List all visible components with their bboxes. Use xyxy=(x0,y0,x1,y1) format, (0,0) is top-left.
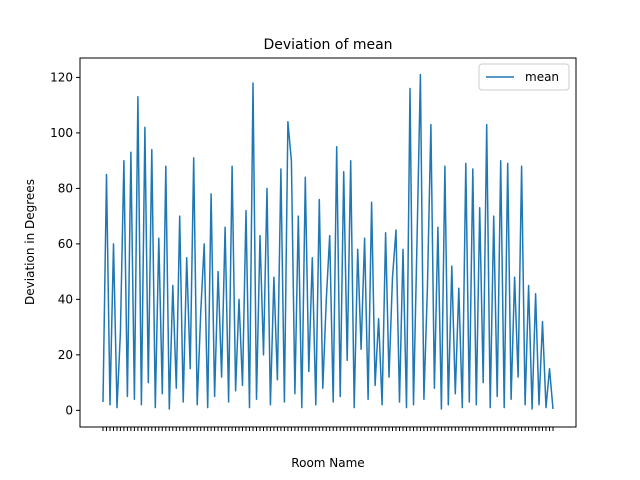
x-axis xyxy=(102,427,554,431)
y-tick-label: 20 xyxy=(58,348,73,362)
y-tick-label: 40 xyxy=(58,292,73,306)
legend-label-mean: mean xyxy=(525,70,559,84)
series-line-mean xyxy=(102,73,554,410)
y-tick-label: 80 xyxy=(58,181,73,195)
y-tick-label: 120 xyxy=(50,70,73,84)
y-tick-label: 100 xyxy=(50,126,73,140)
chart-title: Deviation of mean xyxy=(263,37,392,53)
x-tick-marks xyxy=(102,427,554,431)
y-tick-label: 60 xyxy=(58,237,73,251)
plot-frame xyxy=(79,57,577,428)
legend: mean xyxy=(478,63,570,91)
y-axis: 0 20 40 60 80 100 120 xyxy=(50,70,80,417)
y-tick-label: 0 xyxy=(65,403,73,417)
legend-box xyxy=(478,63,570,91)
series-layer xyxy=(102,73,554,410)
x-axis-label: Room Name xyxy=(291,456,364,470)
y-axis-label: Deviation in Degrees xyxy=(23,179,37,305)
